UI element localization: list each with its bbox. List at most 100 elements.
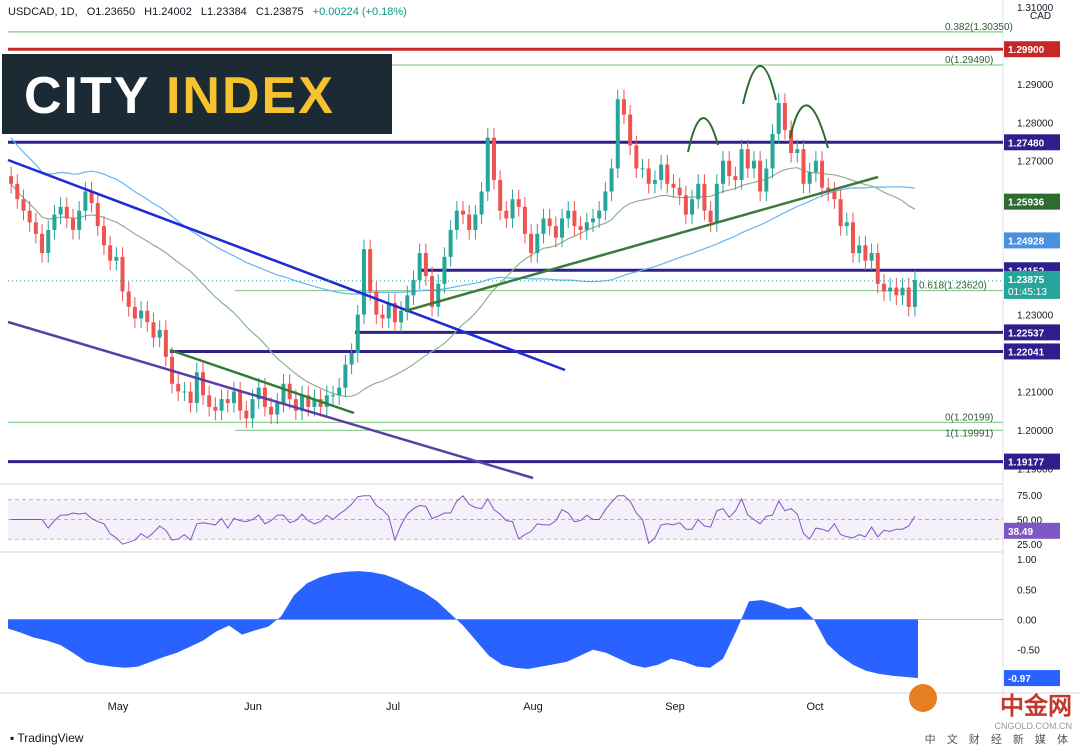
candle-body xyxy=(374,291,379,315)
candle-body xyxy=(145,310,150,323)
price-tick-label: 1.20000 xyxy=(1017,426,1054,437)
change-value: +0.00224 (+0.18%) xyxy=(312,6,407,18)
candle-body xyxy=(275,403,280,415)
rsi-tick-label: 50.00 xyxy=(1017,515,1042,526)
candle-body xyxy=(355,314,360,354)
candle-body xyxy=(504,210,509,219)
candle-body xyxy=(900,287,905,296)
candle-body xyxy=(751,160,756,169)
candle-body xyxy=(77,210,82,230)
osc-tick-label: 0.00 xyxy=(1017,615,1037,626)
candle-body xyxy=(628,114,633,146)
symbol-label[interactable]: USDCAD, 1D, xyxy=(8,6,78,18)
candle-body xyxy=(188,391,193,404)
candle-body xyxy=(27,210,32,223)
osc-area xyxy=(8,571,918,679)
candle-body xyxy=(380,314,385,319)
candle-body xyxy=(83,191,88,211)
candle-body xyxy=(522,206,527,234)
tradingview-credit[interactable]: ▪ TradingView xyxy=(10,731,84,745)
candle-body xyxy=(652,179,657,184)
ma-tag xyxy=(1004,193,1060,210)
fib-level-label: 0.382(1.30350) xyxy=(945,22,1013,33)
level-tag xyxy=(1004,41,1060,58)
candle-body xyxy=(875,253,880,284)
candle-body xyxy=(244,410,249,419)
candle-body xyxy=(566,210,571,219)
level-tag-label: 1.27480 xyxy=(1008,138,1045,149)
candle-body xyxy=(529,233,534,254)
osc-tick-label: 0.50 xyxy=(1017,585,1037,596)
candle-body xyxy=(399,310,404,323)
candle-body xyxy=(906,287,911,307)
ma-tag-label: 1.25936 xyxy=(1008,198,1045,209)
time-tick-label: May xyxy=(108,701,129,713)
level-tag-label: 1.22537 xyxy=(1008,328,1045,339)
candle-body xyxy=(368,249,373,292)
blue-trendline xyxy=(7,158,566,372)
time-tick-label: Aug xyxy=(523,701,543,713)
candle-body xyxy=(201,372,205,396)
candle-body xyxy=(640,168,645,170)
candle-body xyxy=(857,245,862,254)
brand-part-2: INDEX xyxy=(165,67,335,125)
candle-body xyxy=(597,210,602,219)
candle-body xyxy=(894,287,899,296)
candle-body xyxy=(33,222,38,234)
candle-body xyxy=(677,187,682,196)
candle-body xyxy=(758,160,763,192)
candle-body xyxy=(442,256,447,284)
candle-body xyxy=(157,329,162,338)
price-tick-label: 1.27000 xyxy=(1017,157,1054,168)
candle-body xyxy=(101,226,106,246)
candle-body xyxy=(560,218,565,238)
candle-body xyxy=(578,226,583,230)
candle-body xyxy=(671,183,676,188)
candle-body xyxy=(813,160,818,173)
last-price-label: 1.23875 xyxy=(1008,275,1045,286)
candle-body xyxy=(454,210,459,230)
candle-body xyxy=(219,399,224,411)
candle-body xyxy=(293,399,298,411)
candle-body xyxy=(881,283,886,292)
candle-body xyxy=(615,99,620,169)
osc-tag xyxy=(1004,670,1060,687)
green-wedge-line xyxy=(169,348,355,415)
ma-200-line xyxy=(10,137,915,295)
candle-body xyxy=(702,183,707,211)
candle-body xyxy=(795,149,800,154)
candle-body xyxy=(491,137,496,180)
candle-body xyxy=(621,99,626,115)
candle-body xyxy=(9,176,14,184)
candle-body xyxy=(52,214,57,230)
price-tick-label: 1.28000 xyxy=(1017,118,1054,129)
candle-body xyxy=(361,249,366,315)
candle-body xyxy=(386,303,391,319)
rsi-tag xyxy=(1004,522,1060,539)
candle-body xyxy=(485,137,490,192)
time-tick-label: Jul xyxy=(386,701,400,713)
time-tick-label: Jun xyxy=(244,701,262,713)
head-arc xyxy=(742,65,777,105)
candle-body xyxy=(269,406,274,415)
candle-body xyxy=(324,395,329,407)
candle-body xyxy=(71,218,75,230)
rsi-tick-label: 25.00 xyxy=(1017,540,1042,551)
left-shoulder-arc xyxy=(687,117,719,153)
candle-body xyxy=(789,129,794,154)
candle-body xyxy=(213,406,218,411)
candle-body xyxy=(343,364,348,388)
osc-tag-label: -0.97 xyxy=(1008,674,1031,685)
candle-body xyxy=(331,395,335,397)
candle-body xyxy=(764,168,769,192)
candle-body xyxy=(151,322,156,338)
fib-level-label: 0.618(1.23620) xyxy=(919,281,987,292)
candle-body xyxy=(863,245,868,261)
candle-body xyxy=(609,168,614,192)
candle-body xyxy=(479,191,484,215)
candle-body xyxy=(461,210,465,215)
level-tag-label: 1.22041 xyxy=(1008,347,1045,358)
rsi-tick-label: 75.00 xyxy=(1017,491,1042,502)
candle-body xyxy=(21,199,26,211)
